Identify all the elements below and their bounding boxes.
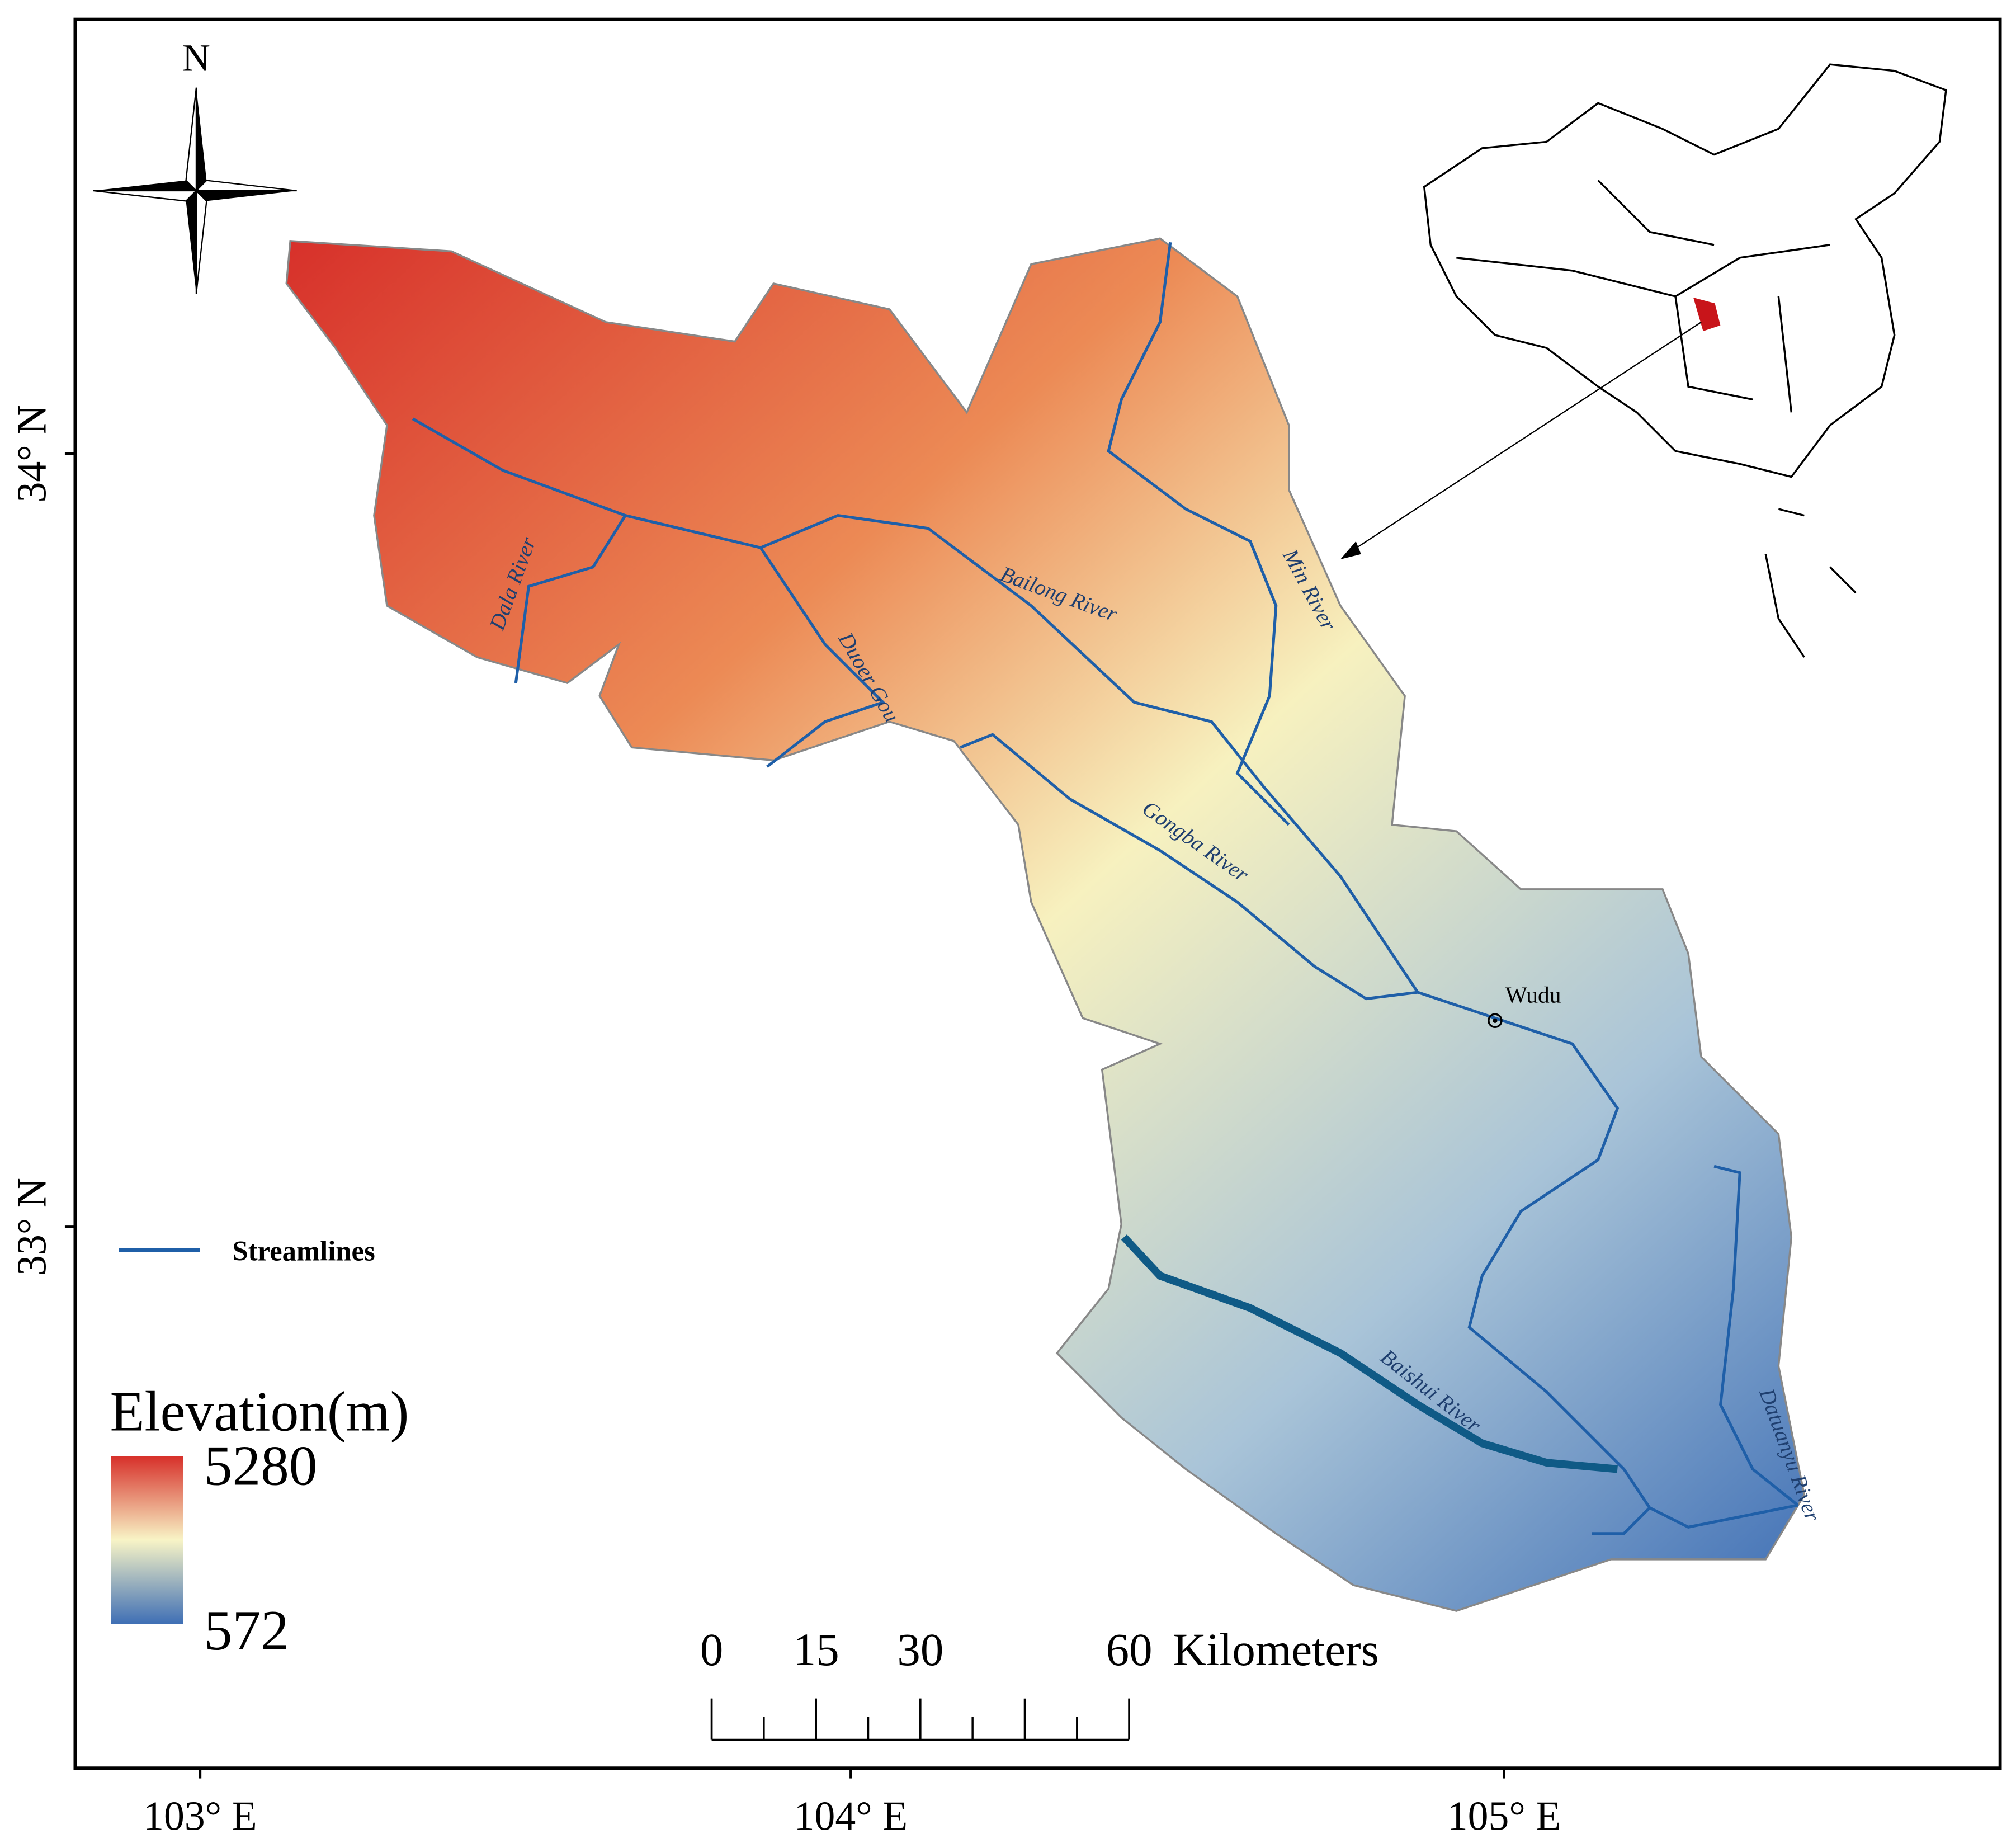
inset-arrow <box>1346 322 1702 555</box>
city-label: Wudu <box>1505 982 1561 1008</box>
lon-label: 103° E <box>143 1793 257 1839</box>
streamlines <box>412 242 1799 1535</box>
north-label: N <box>182 36 210 79</box>
lon-label: 104° E <box>794 1793 908 1839</box>
city-marker <box>1493 1018 1498 1023</box>
scale-tick-label: 30 <box>897 1624 943 1675</box>
city-marker <box>1488 1013 1503 1029</box>
basin <box>285 237 1806 1612</box>
lon-label: 105° E <box>1447 1793 1561 1839</box>
inset-arrow-head <box>1340 541 1361 559</box>
elevation-colorbar <box>111 1456 183 1624</box>
elevation-min: 572 <box>204 1599 289 1662</box>
inset-map <box>1423 63 1947 658</box>
scale-unit: Kilometers <box>1173 1624 1379 1675</box>
elevation-title: Elevation(m) <box>110 1380 409 1442</box>
scale-bar: 0 15 30 60 <box>700 1624 1153 1741</box>
elevation-max: 5280 <box>204 1434 318 1497</box>
frame <box>73 17 2002 1770</box>
lat-label: 34° N <box>8 405 54 503</box>
scale-tick-label: 15 <box>793 1624 839 1675</box>
scale-tick-label: 60 <box>1106 1624 1153 1675</box>
north-arrow <box>93 87 297 294</box>
lat-label: 33° N <box>8 1178 54 1276</box>
scale-tick-label: 0 <box>700 1624 723 1675</box>
legend-label: Streamlines <box>232 1235 375 1266</box>
